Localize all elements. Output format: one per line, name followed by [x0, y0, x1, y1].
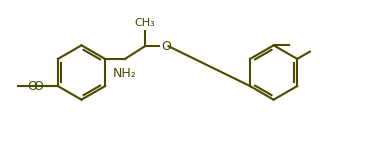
- Text: CH₃: CH₃: [135, 18, 155, 28]
- Text: NH₂: NH₂: [113, 67, 137, 80]
- Text: O: O: [34, 80, 44, 93]
- Text: O: O: [27, 80, 37, 93]
- Text: O: O: [161, 40, 171, 53]
